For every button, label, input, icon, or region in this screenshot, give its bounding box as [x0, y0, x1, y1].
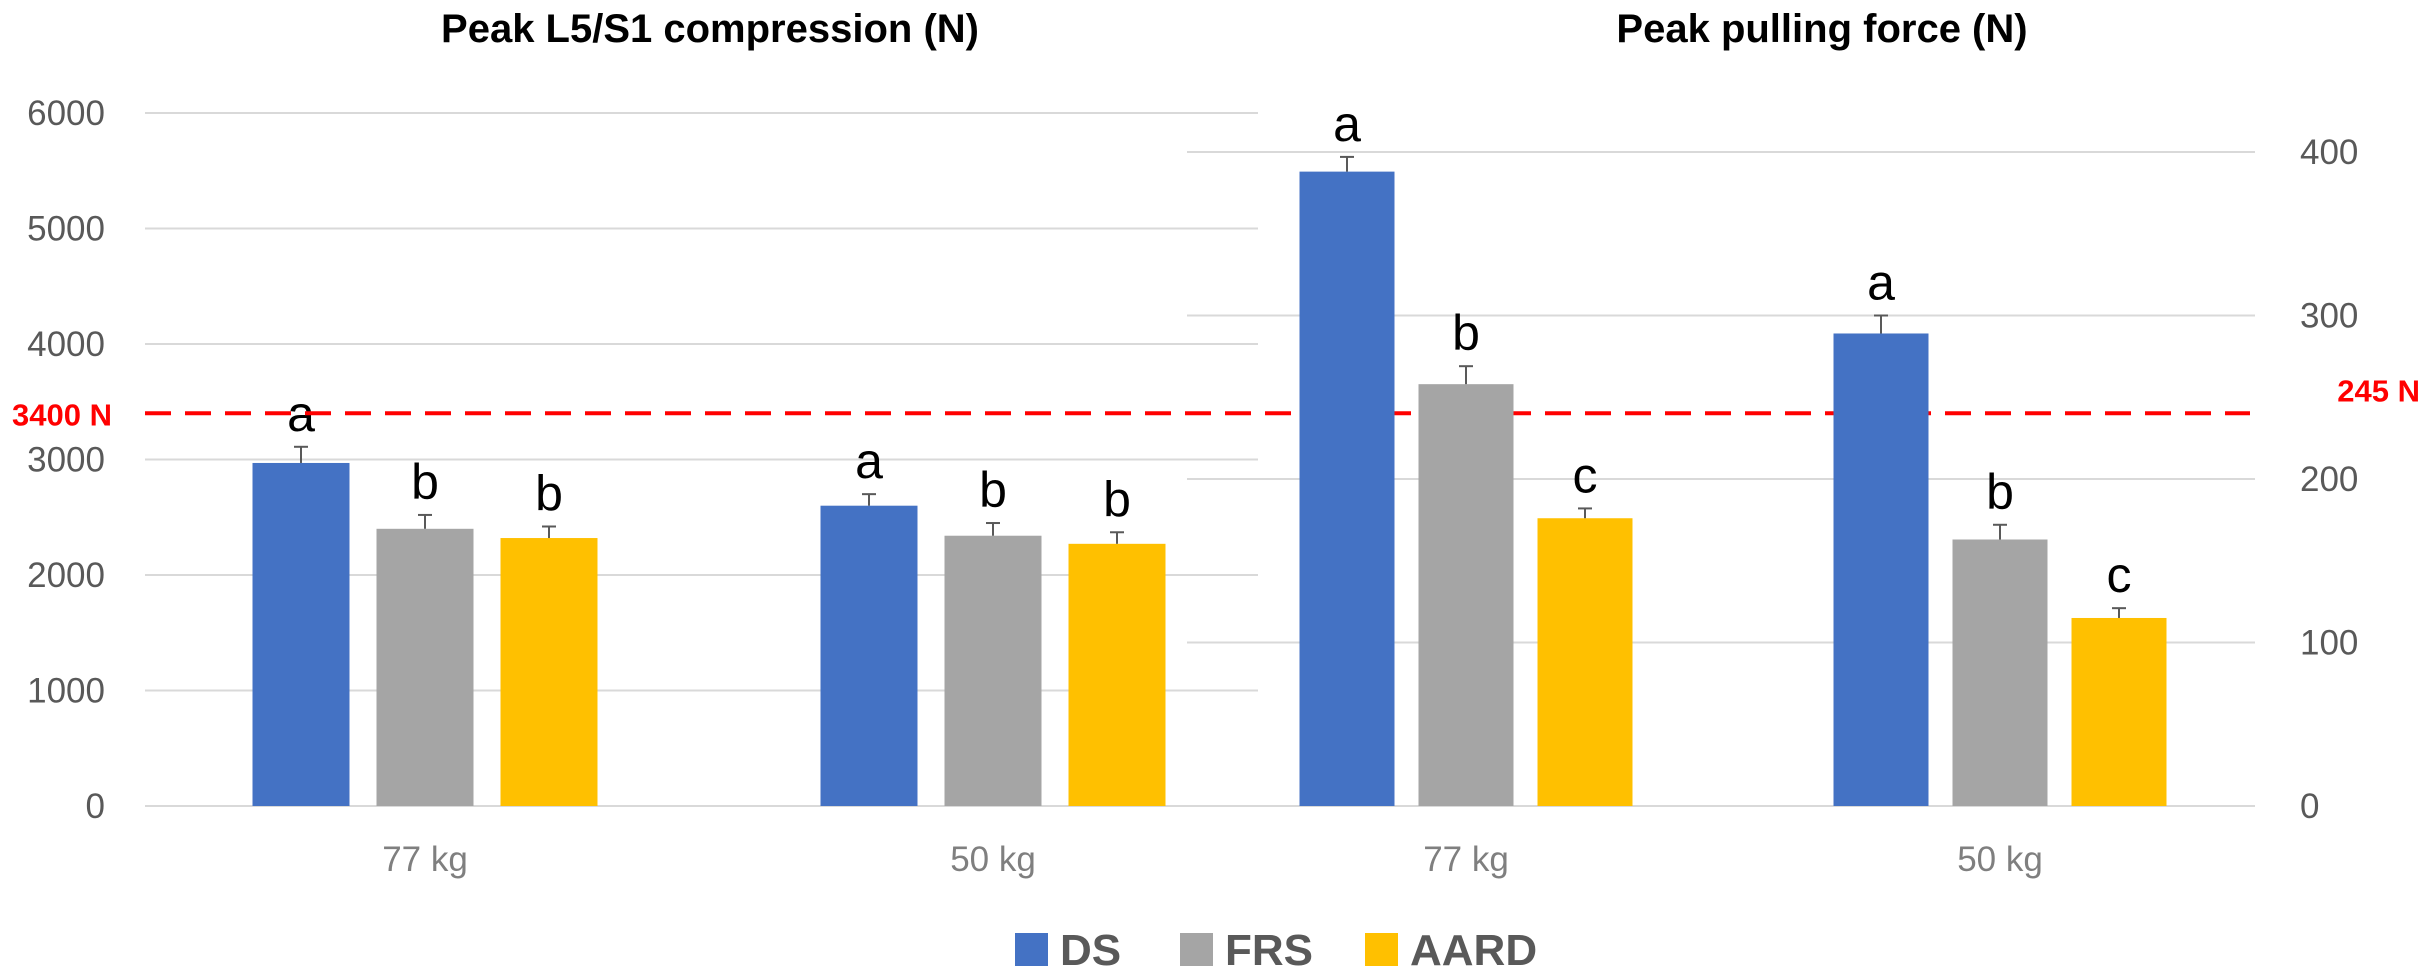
y-tick-label-compression: 6000: [27, 94, 105, 133]
bar-pulling-force-ds-2: [1833, 333, 1929, 806]
x-category-label-compression: 50 kg: [950, 840, 1036, 879]
significance-letter-compression-frs-1: b: [411, 454, 439, 510]
y-tick-label-pulling-force: 200: [2300, 460, 2358, 499]
bar-compression-ds-2: [820, 505, 918, 806]
chart-title-compression: Peak L5/S1 compression (N): [441, 7, 979, 51]
bar-compression-frs-1: [376, 528, 474, 806]
y-tick-label-pulling-force: 400: [2300, 133, 2358, 172]
significance-letter-compression-aard-2: b: [1103, 471, 1131, 527]
legend-label-ds: DS: [1060, 926, 1121, 969]
y-tick-label-pulling-force: 0: [2300, 787, 2319, 826]
significance-letter-pulling-force-aard-2: c: [2107, 547, 2132, 603]
y-tick-label-pulling-force: 300: [2300, 297, 2358, 336]
significance-letter-pulling-force-aard-1: c: [1573, 447, 1598, 503]
significance-letter-compression-ds-2: a: [855, 433, 883, 489]
y-tick-label-pulling-force: 100: [2300, 624, 2358, 663]
significance-letter-compression-aard-1: b: [535, 465, 563, 521]
chart-title-pulling-force: Peak pulling force (N): [1616, 7, 2027, 51]
legend-label-aard: AARD: [1410, 926, 1537, 969]
x-category-label-pulling-force: 77 kg: [1423, 840, 1509, 879]
x-category-label-pulling-force: 50 kg: [1957, 840, 2043, 879]
significance-letter-compression-frs-2: b: [979, 462, 1007, 518]
y-tick-label-compression: 2000: [27, 556, 105, 595]
bar-compression-aard-1: [500, 538, 598, 806]
significance-letter-pulling-force-ds-2: a: [1867, 255, 1895, 311]
legend-swatch-ds: [1015, 933, 1048, 966]
y-tick-label-compression: 1000: [27, 672, 105, 711]
x-category-label-compression: 77 kg: [382, 840, 468, 879]
legend-label-frs: FRS: [1225, 926, 1313, 969]
significance-letter-pulling-force-frs-2: b: [1986, 464, 2014, 520]
legend-swatch-frs: [1180, 933, 1213, 966]
bar-compression-ds-1: [252, 462, 350, 806]
legend-swatch-aard: [1365, 933, 1398, 966]
chart-peak-pulling-force: Peak pulling force (N) 0 100 200 300 400 77 k…: [1187, 7, 2420, 879]
chart-peak-compression: Peak L5/S1 compression (N) 0 1000 2000 3000…: [12, 7, 2250, 879]
significance-letter-pulling-force-ds-1: a: [1333, 96, 1361, 152]
significance-letter-pulling-force-frs-1: b: [1452, 305, 1480, 361]
bar-pulling-force-ds-1: [1299, 171, 1395, 806]
y-tick-label-compression: 4000: [27, 325, 105, 364]
y-tick-label-compression: 0: [86, 787, 105, 826]
bar-pulling-force-aard-2: [2071, 617, 2167, 806]
bar-compression-aard-2: [1068, 543, 1166, 806]
threshold-label-compression: 3400 N: [12, 397, 112, 432]
y-tick-label-compression: 3000: [27, 441, 105, 480]
y-tick-label-compression: 5000: [27, 210, 105, 249]
bar-pulling-force-frs-2: [1952, 539, 2048, 806]
bar-compression-frs-2: [944, 535, 1042, 806]
bar-pulling-force-aard-1: [1537, 518, 1633, 806]
legend: DS FRS AARD: [1015, 926, 1537, 969]
threshold-label-pulling-force: 245 N: [2337, 373, 2420, 408]
bar-pulling-force-frs-1: [1418, 384, 1514, 806]
